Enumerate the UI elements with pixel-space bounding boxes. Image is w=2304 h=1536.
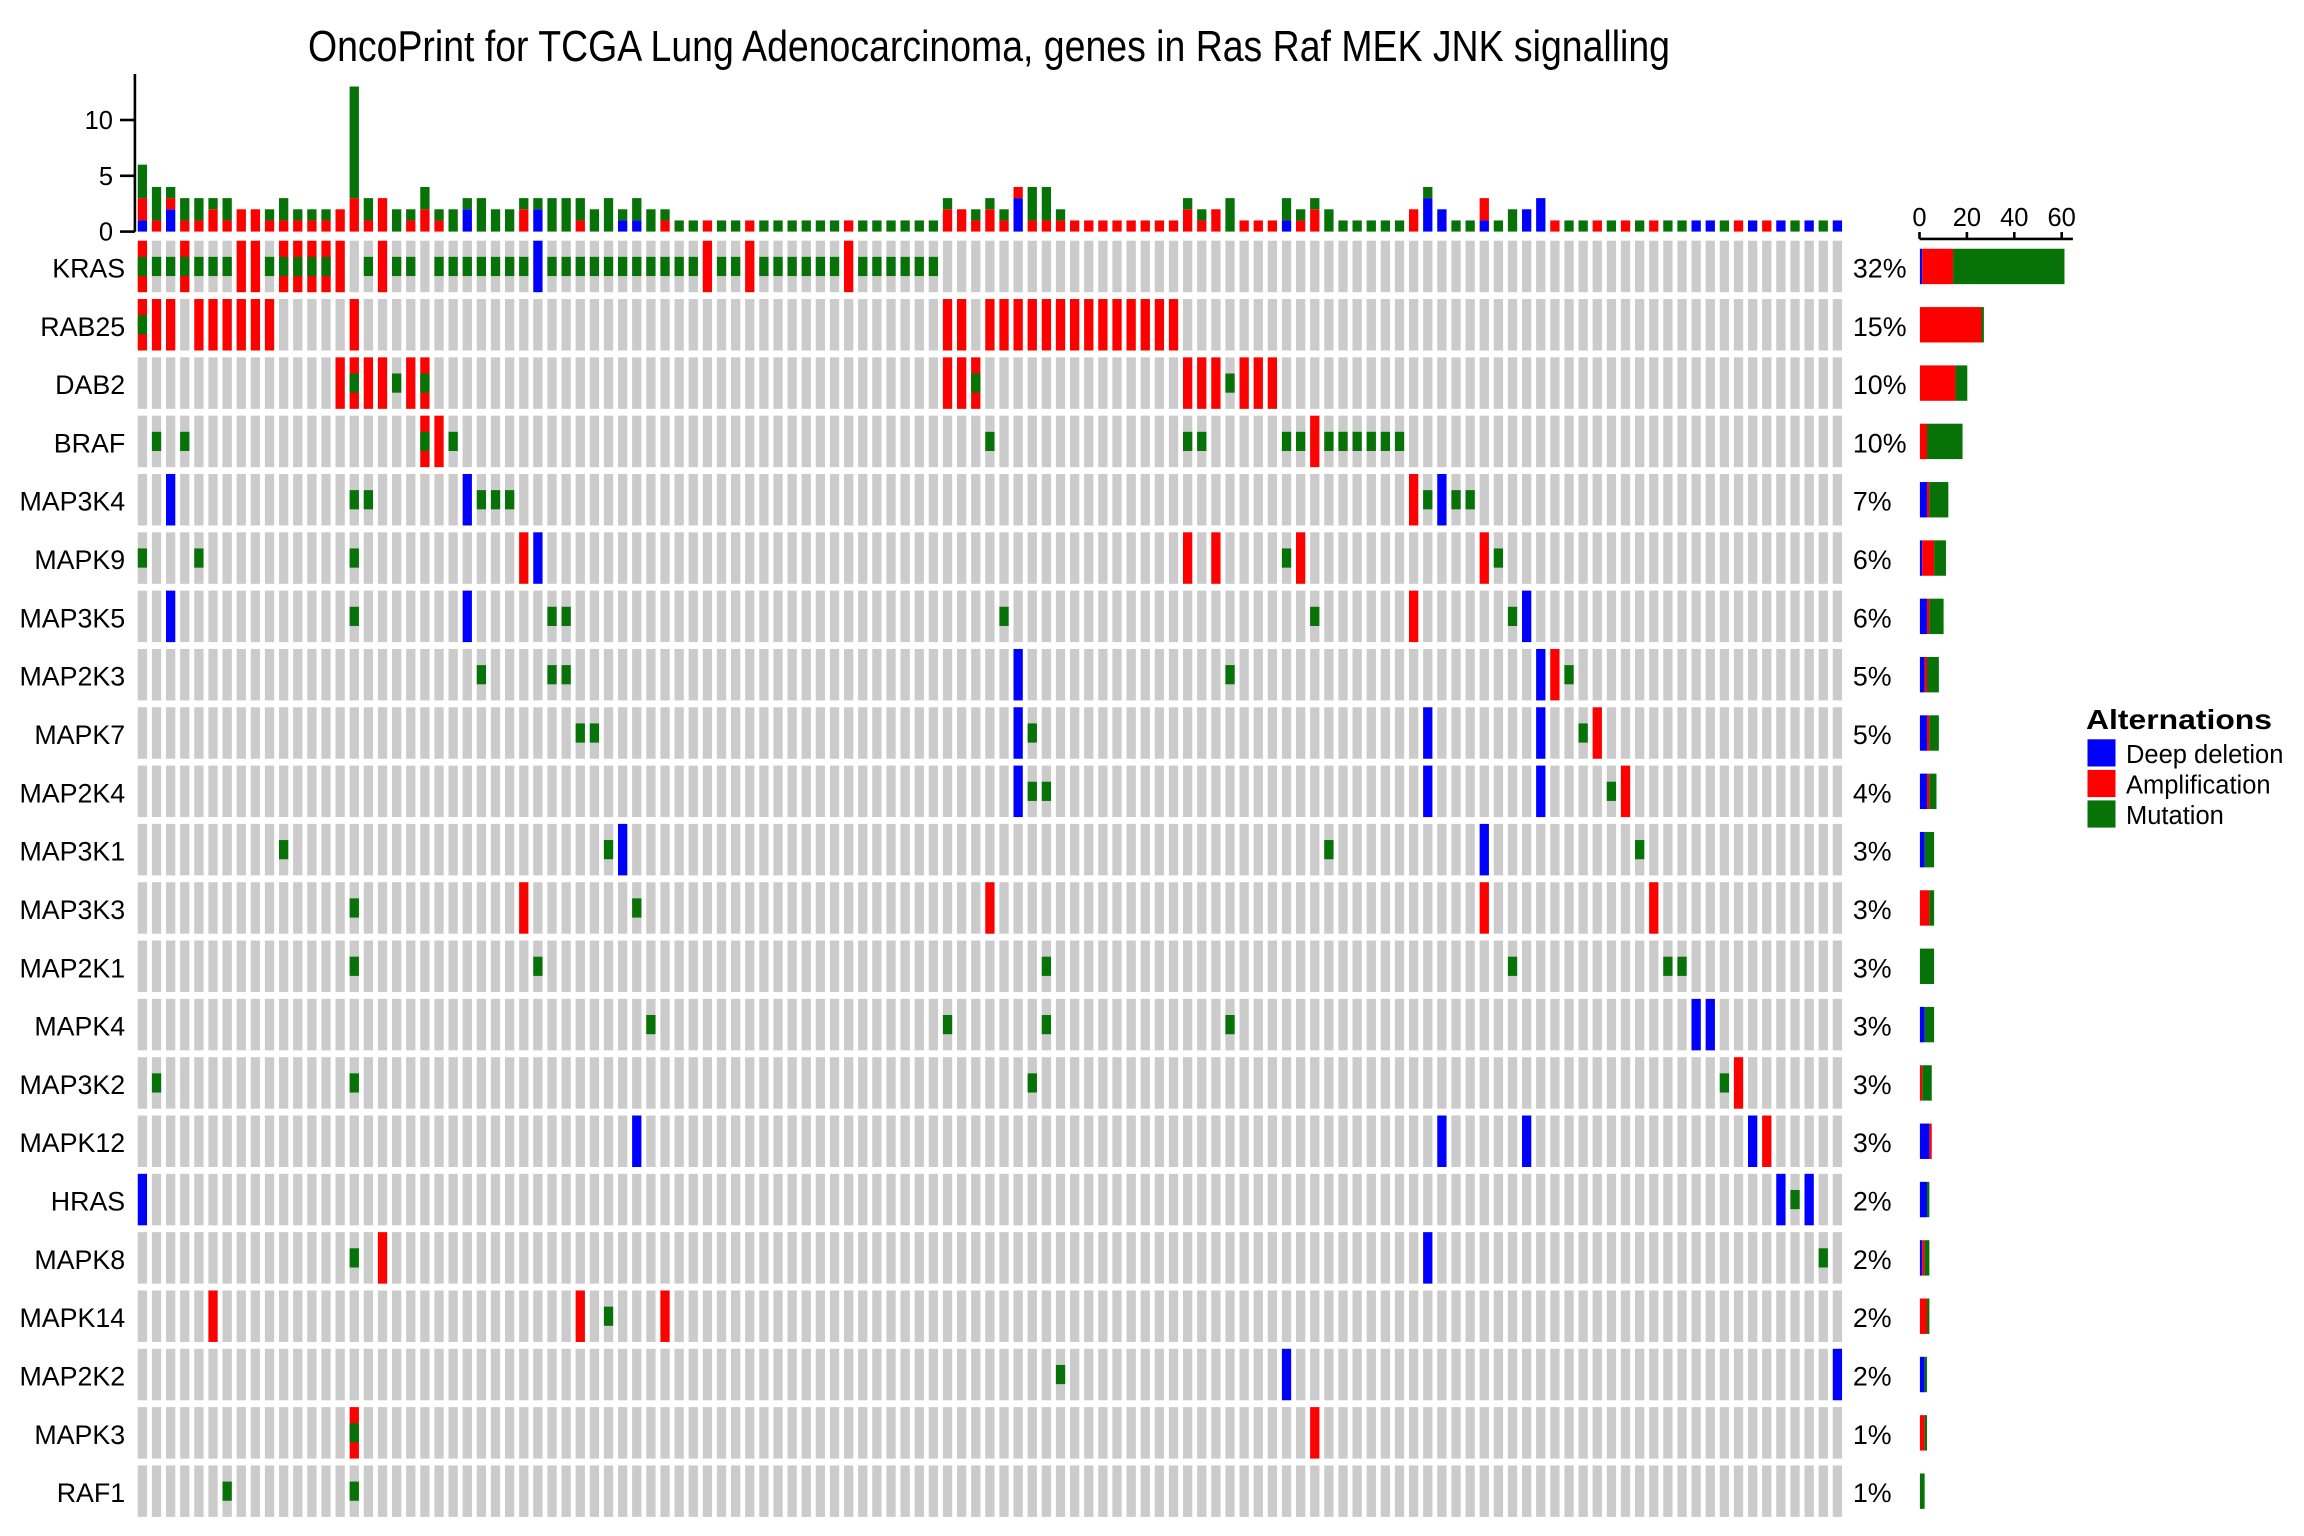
svg-text:OncoPrint for TCGA Lung Adenoc: OncoPrint for TCGA Lung Adenocarcinoma, … [308, 22, 1670, 71]
svg-text:RAB25: RAB25 [40, 312, 125, 342]
svg-text:3%: 3% [1853, 953, 1892, 983]
svg-text:5%: 5% [1853, 662, 1892, 692]
svg-text:Mutation: Mutation [2126, 802, 2224, 830]
svg-text:RAF1: RAF1 [57, 1478, 126, 1508]
svg-text:2%: 2% [1853, 1303, 1892, 1333]
svg-text:6%: 6% [1853, 545, 1892, 575]
svg-text:1%: 1% [1853, 1420, 1892, 1450]
svg-text:MAPK12: MAPK12 [19, 1128, 125, 1158]
svg-text:6%: 6% [1853, 603, 1892, 633]
svg-text:0: 0 [99, 219, 113, 247]
svg-text:3%: 3% [1853, 1128, 1892, 1158]
svg-text:2%: 2% [1853, 1187, 1892, 1217]
svg-text:Deep deletion: Deep deletion [2126, 741, 2283, 769]
svg-text:MAPK3: MAPK3 [34, 1420, 125, 1450]
svg-text:10%: 10% [1853, 428, 1907, 458]
svg-text:5: 5 [99, 163, 113, 191]
svg-text:MAP3K5: MAP3K5 [19, 603, 125, 633]
svg-text:1%: 1% [1853, 1478, 1892, 1508]
svg-text:Amplification: Amplification [2126, 771, 2271, 799]
svg-text:10: 10 [85, 107, 113, 135]
svg-text:MAPK9: MAPK9 [34, 545, 125, 575]
svg-text:MAPK8: MAPK8 [34, 1245, 125, 1275]
svg-text:MAP3K2: MAP3K2 [19, 1070, 125, 1100]
svg-text:3%: 3% [1853, 1070, 1892, 1100]
svg-text:KRAS: KRAS [52, 253, 125, 283]
svg-text:MAPK14: MAPK14 [19, 1303, 125, 1333]
svg-text:MAP3K4: MAP3K4 [19, 487, 125, 517]
svg-text:20: 20 [1953, 204, 1981, 232]
svg-text:15%: 15% [1853, 312, 1907, 342]
svg-text:BRAF: BRAF [54, 428, 125, 458]
svg-text:DAB2: DAB2 [55, 370, 125, 400]
svg-text:MAP2K3: MAP2K3 [19, 662, 125, 692]
svg-text:10%: 10% [1853, 370, 1907, 400]
svg-text:40: 40 [2000, 204, 2028, 232]
svg-text:32%: 32% [1853, 253, 1907, 283]
svg-text:MAP2K2: MAP2K2 [19, 1362, 125, 1392]
svg-text:0: 0 [1912, 204, 1926, 232]
svg-text:3%: 3% [1853, 895, 1892, 925]
svg-text:MAP2K1: MAP2K1 [19, 953, 125, 983]
svg-text:4%: 4% [1853, 778, 1892, 808]
svg-text:7%: 7% [1853, 487, 1892, 517]
svg-text:5%: 5% [1853, 720, 1892, 750]
svg-text:Alternations: Alternations [2086, 704, 2272, 735]
svg-text:3%: 3% [1853, 837, 1892, 867]
svg-text:60: 60 [2048, 204, 2076, 232]
svg-text:MAP3K1: MAP3K1 [19, 837, 125, 867]
svg-text:MAP3K3: MAP3K3 [19, 895, 125, 925]
svg-text:MAPK7: MAPK7 [34, 720, 125, 750]
svg-text:2%: 2% [1853, 1245, 1892, 1275]
svg-text:HRAS: HRAS [51, 1187, 125, 1217]
svg-text:2%: 2% [1853, 1362, 1892, 1392]
svg-text:3%: 3% [1853, 1012, 1892, 1042]
svg-text:MAP2K4: MAP2K4 [19, 778, 125, 808]
svg-text:MAPK4: MAPK4 [34, 1012, 125, 1042]
